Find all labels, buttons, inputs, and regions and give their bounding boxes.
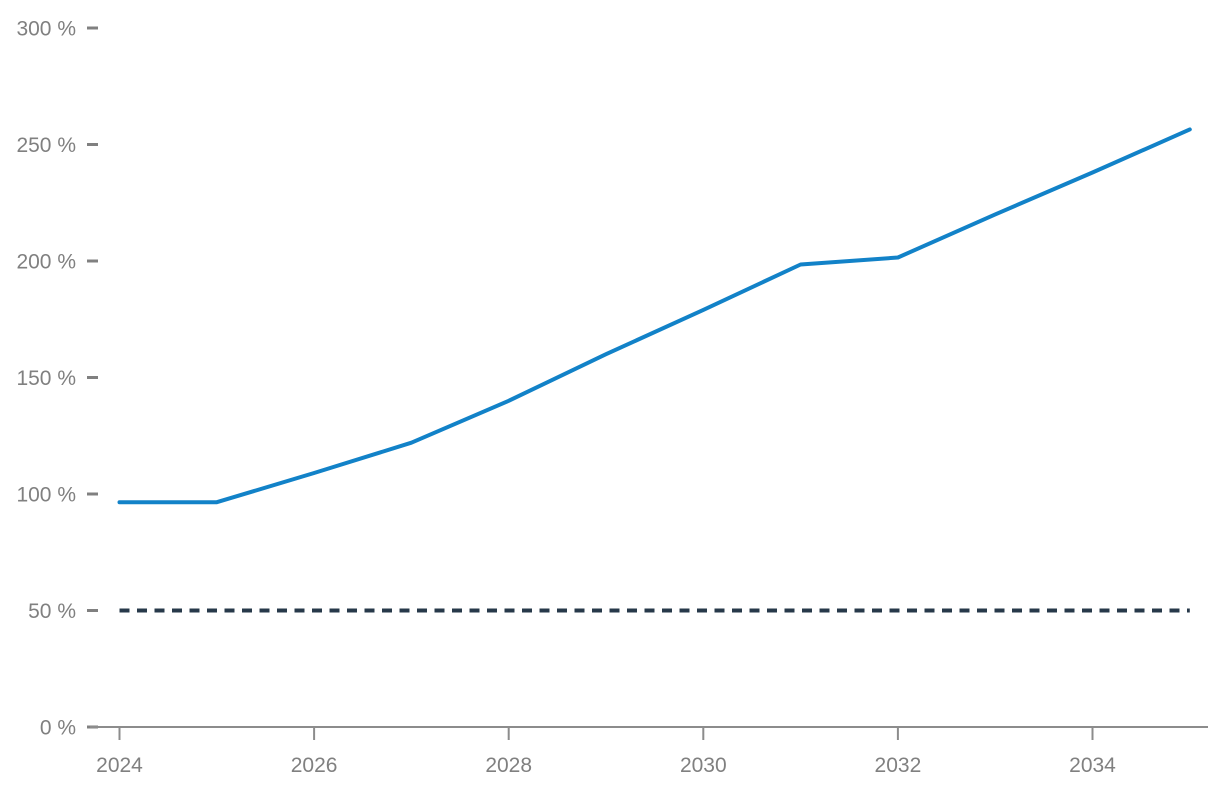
x-tick-label: 2024 bbox=[96, 754, 143, 777]
y-axis: 0 % 50 % 100 % 150 % 200 % 250 % 300 % bbox=[16, 18, 98, 740]
x-tick-label: 2028 bbox=[485, 754, 532, 777]
x-tick-label: 2032 bbox=[875, 754, 922, 777]
y-tick-label: 0 % bbox=[40, 717, 76, 740]
x-axis: 2024 2026 2028 2030 2032 2034 bbox=[90, 726, 1208, 777]
y-tick-label: 100 % bbox=[16, 484, 76, 507]
y-tick-label: 300 % bbox=[16, 18, 76, 41]
y-tick-label: 200 % bbox=[16, 251, 76, 274]
y-tick-label: 250 % bbox=[16, 134, 76, 157]
series-projected-percentage-line bbox=[117, 127, 1192, 505]
x-tick-label: 2026 bbox=[291, 754, 338, 777]
y-tick-label: 150 % bbox=[16, 367, 76, 390]
x-tick-label: 2034 bbox=[1069, 754, 1116, 777]
x-tick-label: 2030 bbox=[680, 754, 727, 777]
chart-series bbox=[117, 127, 1192, 613]
y-tick-label: 50 % bbox=[28, 600, 76, 623]
